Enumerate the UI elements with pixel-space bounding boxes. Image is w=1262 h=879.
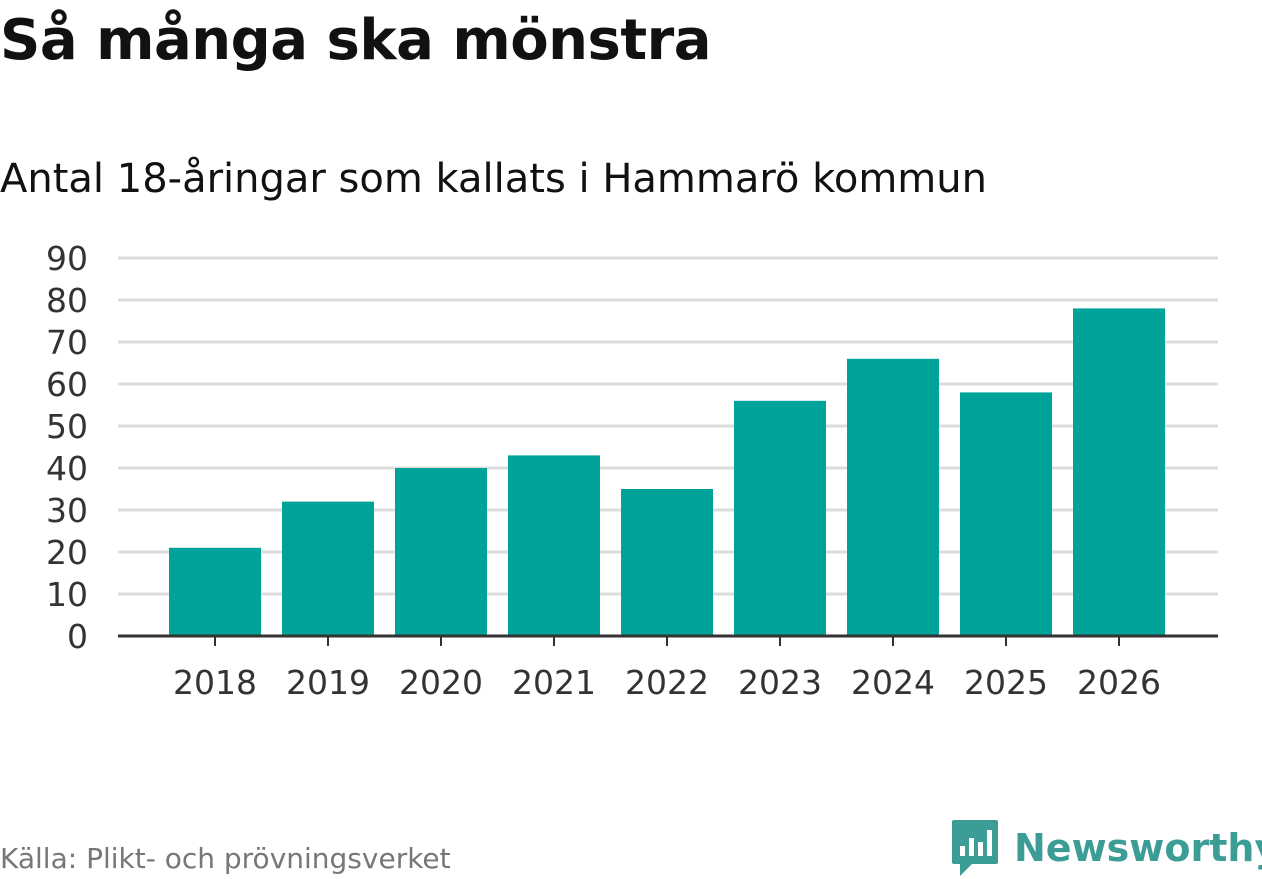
x-tick-label: 2022 xyxy=(625,663,709,702)
chart-title: Så många ska mönstra xyxy=(0,8,712,73)
brand-name: Newsworthy xyxy=(1014,826,1262,870)
x-tick-label: 2020 xyxy=(399,663,483,702)
y-tick-label: 40 xyxy=(46,449,88,488)
y-tick-label: 60 xyxy=(46,365,88,404)
bar xyxy=(395,468,487,636)
source-note: Källa: Plikt- och prövningsverket xyxy=(0,842,451,875)
bar xyxy=(282,501,374,636)
bar xyxy=(960,392,1052,636)
y-tick-label: 0 xyxy=(67,617,88,656)
bar xyxy=(621,489,713,636)
x-tick-label: 2021 xyxy=(512,663,596,702)
y-tick-label: 80 xyxy=(46,281,88,320)
y-tick-label: 70 xyxy=(46,323,88,362)
brand-logo: Newsworthy xyxy=(950,818,1262,878)
x-tick-label: 2026 xyxy=(1077,663,1161,702)
x-tick-label: 2025 xyxy=(964,663,1048,702)
x-axis xyxy=(118,634,1218,646)
y-tick-label: 50 xyxy=(46,407,88,446)
y-tick-label: 10 xyxy=(46,575,88,614)
x-tick-label: 2023 xyxy=(738,663,822,702)
bar xyxy=(508,455,600,636)
y-tick-label: 20 xyxy=(46,533,88,572)
bar xyxy=(169,547,261,636)
bar xyxy=(1073,308,1165,636)
bars xyxy=(169,308,1165,636)
bar xyxy=(847,358,939,636)
x-axis-tick-labels: 2018 2019 2020 2021 2022 2023 2024 2025 2026 xyxy=(173,663,1161,702)
x-tick-label: 2018 xyxy=(173,663,257,702)
y-tick-label: 30 xyxy=(46,491,88,530)
x-tick-label: 2024 xyxy=(851,663,935,702)
chart-subtitle: Antal 18-åringar som kallats i Hammarö k… xyxy=(0,156,987,202)
y-tick-label: 90 xyxy=(46,239,88,278)
bar xyxy=(734,400,826,636)
x-tick-label: 2019 xyxy=(286,663,370,702)
bar-chart-speech-bubble-icon xyxy=(952,820,998,876)
